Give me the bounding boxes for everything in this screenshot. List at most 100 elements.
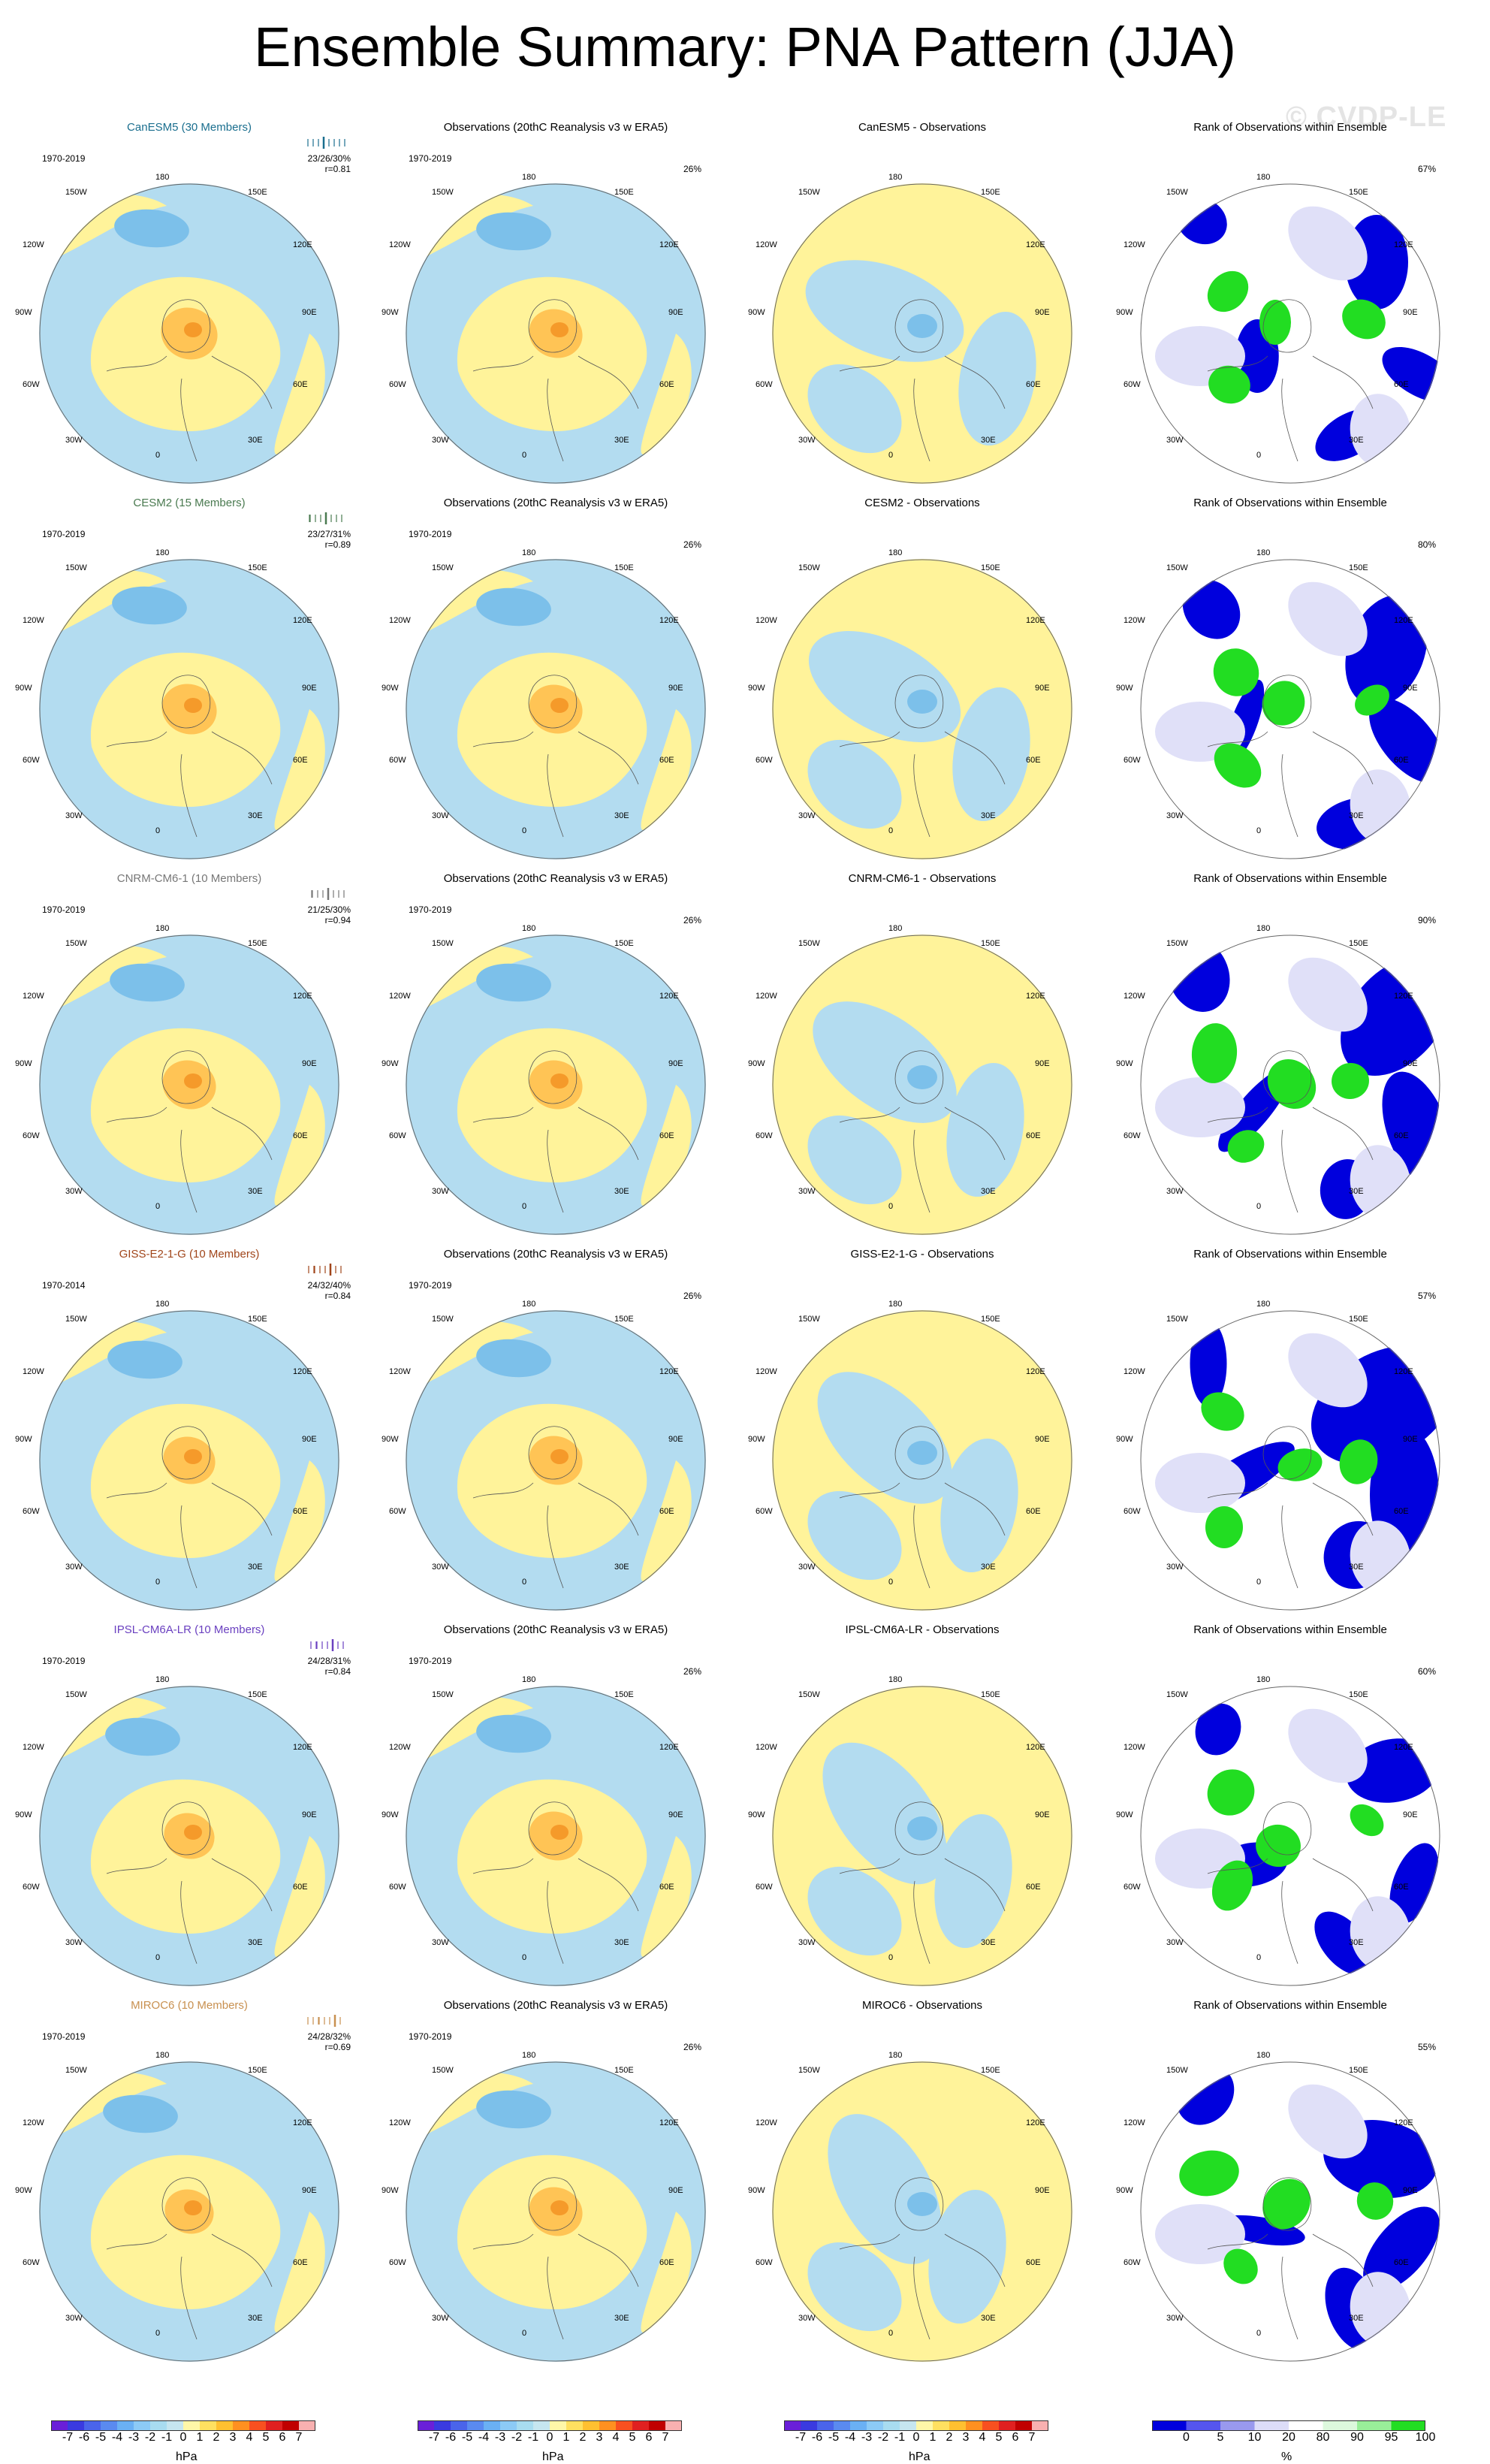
rank-panel: Rank of Observations within Ensemble 57% 1… <box>1110 1247 1470 1624</box>
longitude-label: 150E <box>981 188 1000 197</box>
longitude-label: 120E <box>1026 1743 1045 1752</box>
difference-panel-title: IPSL-CM6A-LR - Observations <box>845 1623 1000 1636</box>
colorbar-swatch <box>282 2420 300 2431</box>
longitude-label: 60E <box>1026 756 1041 765</box>
colorbar-tick-label: 20 <box>1282 2431 1295 2444</box>
longitude-label: 30W <box>798 1187 816 1196</box>
negative-core <box>476 2090 551 2129</box>
longitude-label: 30W <box>1166 2314 1184 2323</box>
negative-region <box>807 1866 902 1956</box>
rank-panel: Rank of Observations within Ensemble 55% 1… <box>1110 1998 1470 2375</box>
longitude-label: 30W <box>65 1187 83 1196</box>
map-rim <box>1140 183 1440 484</box>
longitude-label: 30E <box>981 811 996 820</box>
longitude-label: 30W <box>432 2314 449 2323</box>
rank-panel-title: Rank of Observations within Ensemble <box>1193 1248 1387 1261</box>
longitude-label: 90W <box>748 1435 765 1444</box>
longitude-label: 150W <box>432 1690 454 1699</box>
longitude-label: 180 <box>155 173 170 182</box>
colorbar-swatch <box>1254 2420 1289 2431</box>
longitude-label: 30W <box>432 1563 449 1572</box>
longitude-label: 120W <box>1124 240 1145 249</box>
colorbar-swatch <box>1186 2420 1221 2431</box>
longitude-label: 60E <box>293 1131 308 1140</box>
variance-percent: 26% <box>683 539 702 550</box>
difference-panel-title: CNRM-CM6-1 - Observations <box>848 872 997 885</box>
longitude-label: 30W <box>798 1938 816 1947</box>
longitude-label: 90W <box>1116 2186 1133 2195</box>
colorbar-tick-label: 100 <box>1415 2431 1436 2444</box>
longitude-label: 90E <box>1035 684 1050 693</box>
colorbar-swatch <box>883 2420 900 2431</box>
longitude-label: 90W <box>1116 684 1133 693</box>
polar-map <box>772 935 1072 1235</box>
positive-peak <box>550 2200 569 2215</box>
positive-peak <box>550 322 569 337</box>
longitude-label: 180 <box>1256 2051 1271 2060</box>
polar-map <box>406 1686 706 1986</box>
panel-row: CESM2 (15 Members) 1970-2019 23/27/31% r=0.… <box>0 496 1490 873</box>
longitude-label: 0 <box>1256 1202 1262 1211</box>
longitude-label: 30E <box>614 436 629 445</box>
colorbar-tick-label: 1 <box>563 2431 570 2444</box>
longitude-label: 90E <box>302 2186 317 2195</box>
rank-high-region <box>1350 1804 1384 1837</box>
longitude-label: 180 <box>888 173 903 182</box>
longitude-label: 60W <box>389 1507 406 1516</box>
longitude-label: 30E <box>1349 2314 1364 2323</box>
rank-high-region <box>1191 1023 1238 1083</box>
colorbar-rank: 0 5 10 20 80 90 95 100% <box>1152 2420 1435 2463</box>
colorbar-tick-label: 0 <box>1183 2431 1190 2444</box>
negative-region <box>952 687 1030 822</box>
coastline <box>1262 299 1312 353</box>
polar-map <box>1140 1686 1440 1986</box>
ensemble-percent-range: 24/28/31% <box>307 1656 351 1666</box>
colorbar-tick-label: -6 <box>811 2431 823 2444</box>
longitude-label: 150E <box>1349 939 1368 948</box>
pattern-correlation: r=0.84 <box>324 1291 351 1301</box>
positive-region <box>274 1460 325 1581</box>
longitude-label: 0 <box>888 1202 894 1211</box>
rank-percent: 60% <box>1418 1666 1437 1677</box>
longitude-label: 150W <box>1166 1315 1188 1324</box>
colorbar-tick-label: 2 <box>213 2431 220 2444</box>
watermark: © CVDP-LE <box>1286 101 1447 133</box>
ensemble-percent-range: 23/26/30% <box>307 153 351 164</box>
colorbar-tick-label: -2 <box>511 2431 523 2444</box>
map-rim <box>772 1310 1072 1611</box>
difference-panel: GISS-E2-1-G - Observations 180 150W 150E 120… <box>742 1247 1102 1624</box>
longitude-label: 30E <box>248 811 263 820</box>
rank-high-region <box>1205 1506 1243 1548</box>
longitude-label: 120W <box>389 2118 411 2127</box>
positive-region <box>641 709 692 830</box>
longitude-label: 120E <box>1394 1367 1413 1376</box>
pattern-correlation: r=0.81 <box>324 164 351 174</box>
longitude-label: 150E <box>614 2066 634 2075</box>
variance-percent: 26% <box>683 915 702 926</box>
colorbar-swatch <box>233 2420 250 2431</box>
longitude-label: 120W <box>389 240 411 249</box>
longitude-label: 30W <box>798 1563 816 1572</box>
model-panel-title: CanESM5 (30 Members) <box>127 121 252 134</box>
longitude-label: 60W <box>756 380 773 389</box>
longitude-label: 150W <box>798 939 820 948</box>
longitude-label: 120W <box>756 992 777 1001</box>
coastline <box>1207 1107 1374 1213</box>
longitude-label: 180 <box>155 1675 170 1684</box>
colorbar-swatch <box>1015 2420 1033 2431</box>
longitude-label: 90E <box>668 2186 683 2195</box>
rank-low-region <box>1345 595 1428 706</box>
analysis-period: 1970-2019 <box>42 153 86 164</box>
analysis-period: 1970-2019 <box>42 904 86 915</box>
rank-high-region <box>1267 1058 1317 1110</box>
colorbar-tick-label: -4 <box>111 2431 123 2444</box>
polar-map <box>39 935 339 1235</box>
longitude-label: 60W <box>23 380 40 389</box>
longitude-label: 0 <box>1256 826 1262 835</box>
longitude-label: 0 <box>888 451 894 460</box>
panel-row: IPSL-CM6A-LR (10 Members) 1970-2019 24/28/… <box>0 1623 1490 2000</box>
longitude-label: 120W <box>1124 2118 1145 2127</box>
negative-core <box>103 2094 178 2133</box>
longitude-label: 150W <box>798 2066 820 2075</box>
rank-low-region <box>1195 1703 1241 1756</box>
